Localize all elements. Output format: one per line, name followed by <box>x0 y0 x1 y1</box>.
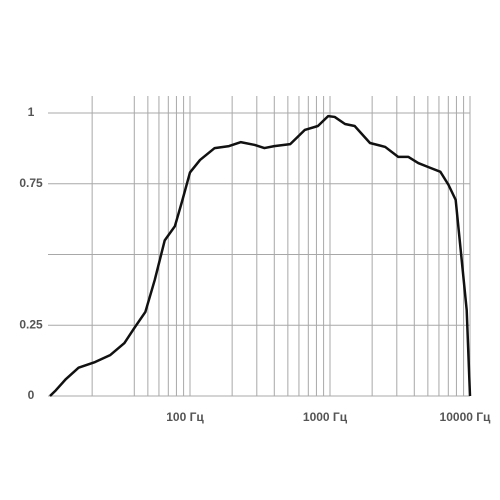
y-tick-label: 0.75 <box>19 176 43 190</box>
response-curve <box>49 114 472 397</box>
y-tick-label: 1 <box>28 105 35 119</box>
y-tick-label: 0.25 <box>19 317 43 331</box>
x-tick-label: 10000 Гц <box>440 410 492 424</box>
y-tick-label: 0 <box>28 388 35 402</box>
x-tick-label: 1000 Гц <box>303 410 348 424</box>
x-tick-label: 100 Гц <box>166 410 204 424</box>
